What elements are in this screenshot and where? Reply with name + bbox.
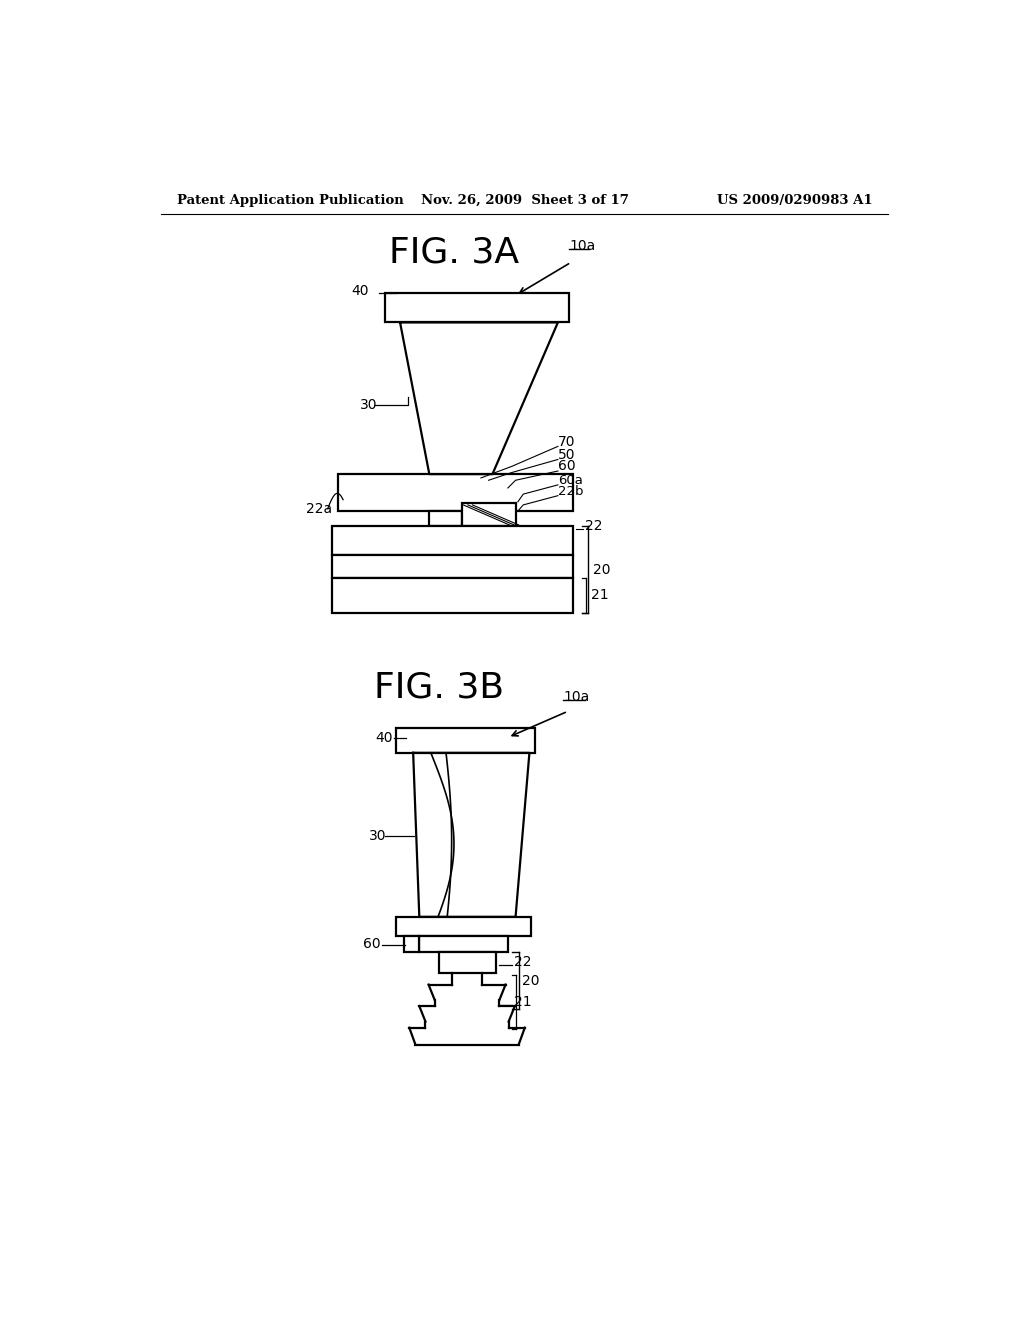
Bar — [339, 474, 573, 511]
Text: 21: 21 — [514, 994, 531, 1008]
Text: FIG. 3B: FIG. 3B — [374, 671, 504, 705]
Text: 30: 30 — [360, 397, 378, 412]
Text: 50: 50 — [558, 447, 575, 462]
Text: 20: 20 — [521, 974, 540, 987]
Text: 30: 30 — [370, 829, 387, 843]
Text: 22: 22 — [514, 956, 531, 969]
Text: 70: 70 — [558, 434, 575, 449]
Bar — [403, 936, 419, 952]
Text: 40: 40 — [352, 284, 370, 298]
Text: 21: 21 — [591, 587, 608, 602]
Text: 60: 60 — [558, 459, 575, 474]
Bar — [333, 578, 573, 612]
Text: Patent Application Publication: Patent Application Publication — [177, 194, 403, 207]
Text: US 2009/0290983 A1: US 2009/0290983 A1 — [717, 194, 872, 207]
Text: 60a: 60a — [558, 474, 583, 487]
Text: 22: 22 — [585, 519, 602, 533]
Text: 40: 40 — [375, 730, 392, 744]
Text: 10a: 10a — [563, 689, 590, 704]
Text: 20: 20 — [593, 562, 611, 577]
Bar — [385, 293, 569, 322]
Bar — [333, 527, 573, 554]
Bar — [429, 511, 462, 527]
Text: Nov. 26, 2009  Sheet 3 of 17: Nov. 26, 2009 Sheet 3 of 17 — [421, 194, 629, 207]
Text: 10a: 10a — [569, 239, 596, 253]
Bar — [396, 917, 531, 936]
Bar — [438, 952, 497, 973]
Bar — [419, 936, 508, 952]
Text: FIG. 3A: FIG. 3A — [389, 235, 519, 269]
Text: 22b: 22b — [558, 484, 584, 498]
Bar — [333, 554, 573, 578]
Bar — [462, 503, 515, 527]
Text: 60: 60 — [364, 937, 381, 950]
Bar — [396, 729, 535, 752]
Text: 22a: 22a — [306, 502, 332, 516]
